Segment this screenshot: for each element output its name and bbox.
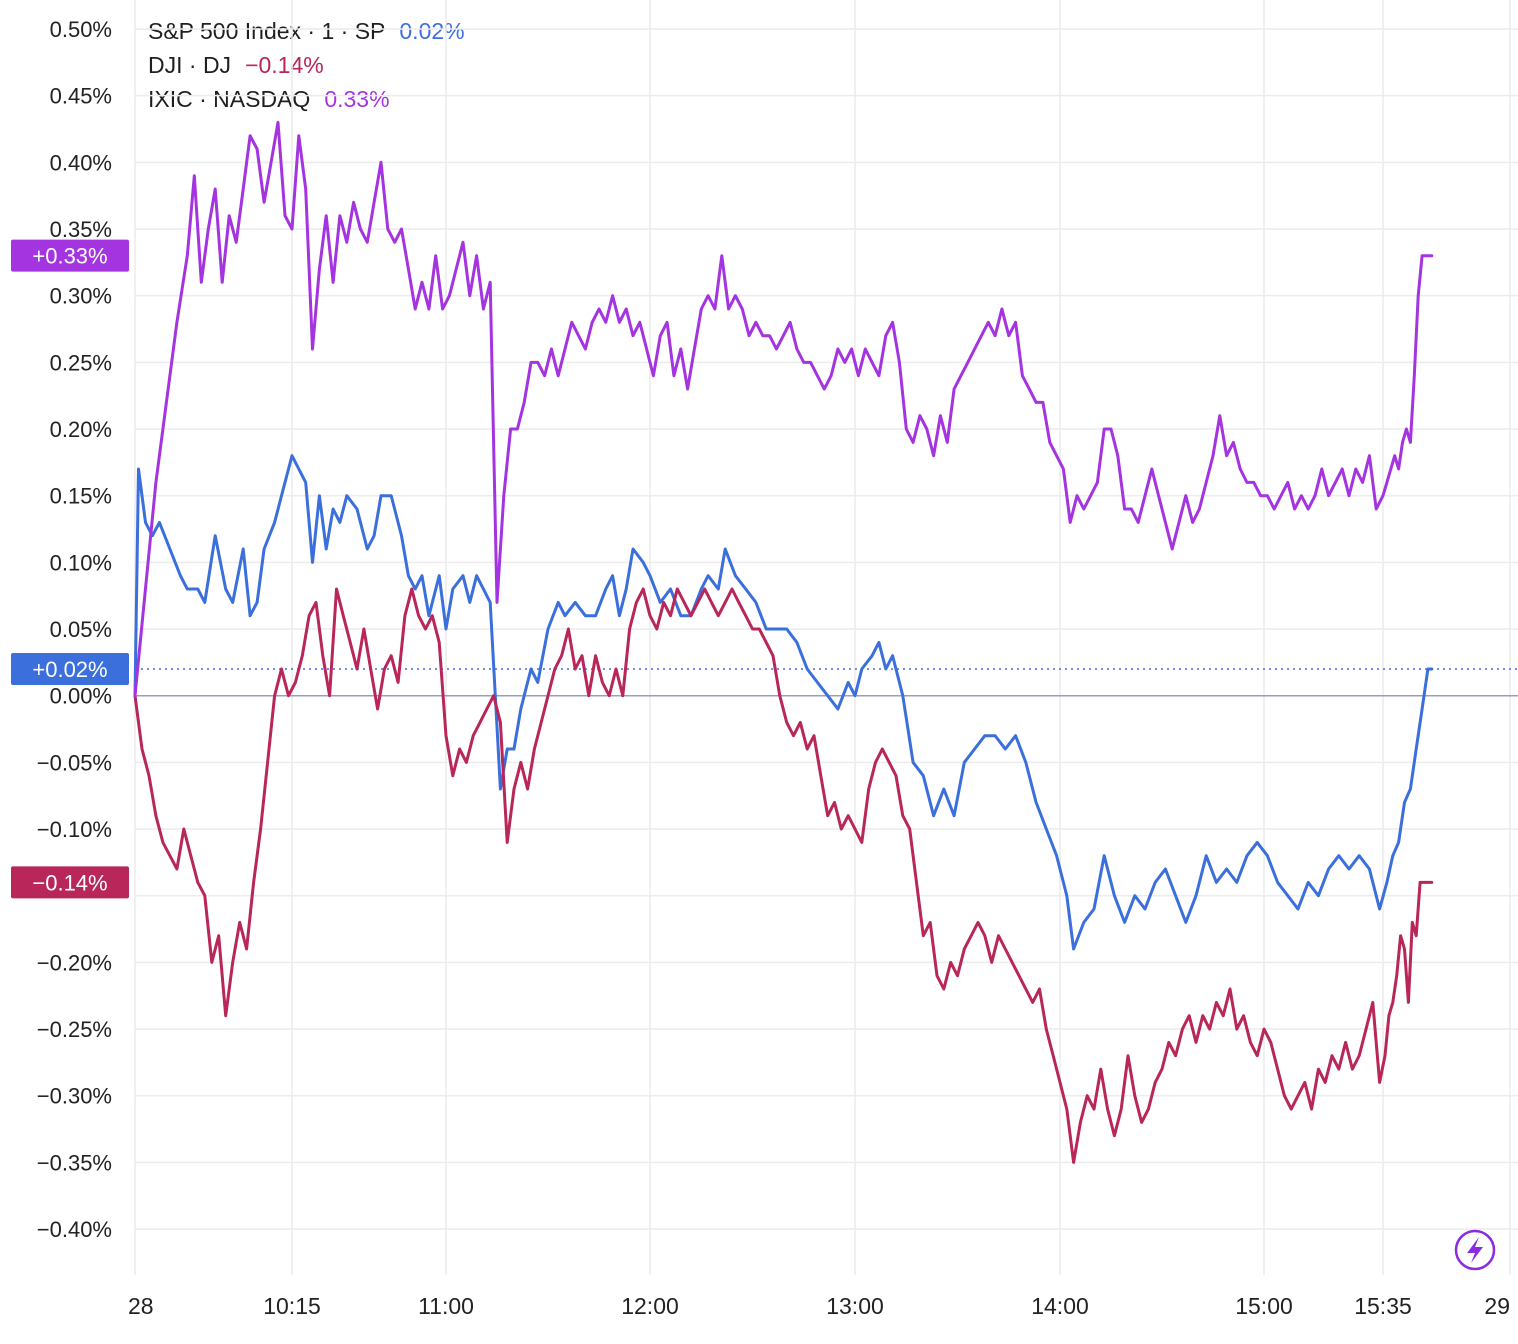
y-tick-label: 0.50% <box>50 17 112 42</box>
y-tick-label: −0.30% <box>37 1084 112 1109</box>
y-tick-label: 0.00% <box>50 684 112 709</box>
lightning-icon[interactable] <box>1454 1229 1496 1271</box>
series-line-1[interactable] <box>133 587 1434 1164</box>
badge-label: +0.02% <box>32 657 107 682</box>
y-tick-label: −0.20% <box>37 950 112 975</box>
x-tick-label: 15:35 <box>1354 1293 1412 1319</box>
y-tick-label: 0.10% <box>50 550 112 575</box>
chart-legend: S&P 500 Index · 1 · SP 0.02% DJI · DJ −0.1… <box>148 14 465 116</box>
badge-label: +0.33% <box>32 244 107 269</box>
y-tick-label: −0.35% <box>37 1150 112 1175</box>
y-tick-label: 0.25% <box>50 350 112 375</box>
x-tick-label: 15:00 <box>1235 1293 1293 1319</box>
badge-label: −0.14% <box>32 870 107 895</box>
axis-labels: 0.50% 0.45% 0.40% 0.35% 0.30% 0.25% 0.20% 0.15%… <box>37 17 1510 1319</box>
series-line-0[interactable] <box>133 454 1434 951</box>
x-tick-label: 13:00 <box>826 1293 884 1319</box>
y-tick-label: 0.15% <box>50 484 112 509</box>
badge-background <box>11 866 129 899</box>
y-tick-label: 0.05% <box>50 617 112 642</box>
y-tick-label: 0.20% <box>50 417 112 442</box>
legend-entry-sp500[interactable]: S&P 500 Index · 1 · SP 0.02% <box>148 14 465 48</box>
y-tick-label: −0.05% <box>37 750 112 775</box>
badge-background <box>11 239 129 272</box>
x-tick-label: 11:00 <box>418 1293 474 1319</box>
legend-series-value: 0.33% <box>324 86 390 112</box>
y-tick-label: 0.40% <box>50 150 112 175</box>
y-tick-label: −0.40% <box>37 1217 112 1242</box>
y-tick-label: 0.30% <box>50 284 112 309</box>
legend-series-name: S&P 500 Index · 1 · SP <box>148 18 386 44</box>
badge-background <box>11 653 129 686</box>
legend-entry-ixic[interactable]: IXIC · NASDAQ 0.33% <box>148 82 465 116</box>
y-tick-label: −0.10% <box>37 817 112 842</box>
x-tick-label: 10:15 <box>263 1293 321 1319</box>
legend-entry-dji[interactable]: DJI · DJ −0.14% <box>148 48 465 82</box>
legend-series-value: 0.02% <box>399 18 465 44</box>
x-tick-label: 14:00 <box>1031 1293 1089 1319</box>
x-tick-label: 28 <box>128 1293 154 1319</box>
y-tick-label: 0.35% <box>50 217 112 242</box>
grid <box>134 0 1518 1275</box>
x-tick-label: 12:00 <box>621 1293 679 1319</box>
y-tick-label: −0.25% <box>37 1017 112 1042</box>
legend-series-name: DJI · DJ <box>148 52 232 78</box>
legend-series-name: IXIC · NASDAQ <box>148 86 311 112</box>
series-line-2[interactable] <box>133 120 1434 698</box>
last-value-badges: +0.02% −0.14% +0.33% <box>11 239 129 899</box>
x-tick-label: 29 <box>1484 1293 1510 1319</box>
last-value-badge-1: −0.14% <box>11 866 129 899</box>
y-tick-label: 0.45% <box>50 84 112 109</box>
last-value-badge-0: +0.02% <box>11 653 129 686</box>
last-value-badge-2: +0.33% <box>11 239 129 272</box>
legend-series-value: −0.14% <box>245 52 324 78</box>
series-lines <box>133 120 1434 1164</box>
